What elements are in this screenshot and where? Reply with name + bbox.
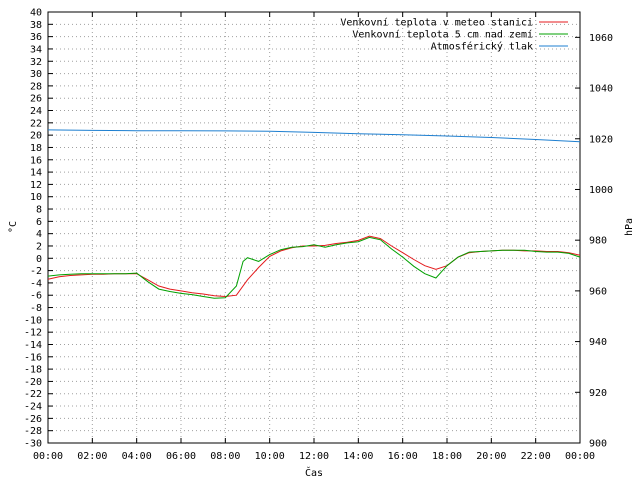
y-right-tick-label: 1000 (589, 185, 613, 196)
grid (47, 11, 581, 444)
x-tick-label: 00:00 (565, 451, 595, 462)
y-left-tick-label: -16 (24, 352, 42, 363)
x-tick-label: 06:00 (166, 451, 196, 462)
y-left-tick-label: 24 (30, 106, 42, 117)
series-layer (47, 129, 581, 299)
y-left-tick-label: -26 (24, 414, 42, 425)
x-tick-label: 04:00 (122, 451, 152, 462)
y-left-tick-label: 34 (30, 44, 42, 55)
y-left-tick-label: 18 (30, 143, 42, 154)
legend-label-2: Venkovní teplota 5 cm nad zemí (352, 29, 533, 41)
y-left-tick-label: -30 (24, 439, 42, 450)
y-right-tick-label: 1040 (589, 84, 613, 95)
y-left-tick-label: 16 (30, 155, 42, 166)
y-left-tick-label: -14 (24, 340, 42, 351)
y-left-tick-label: 0 (36, 254, 42, 265)
y-left-tick-label: -22 (24, 389, 42, 400)
series-line-3 (47, 129, 581, 143)
x-tick-label: 18:00 (432, 451, 462, 462)
y-left-tick-label: -6 (30, 291, 42, 302)
y-left-axis-title: °C (8, 221, 19, 233)
x-axis: 00:00 02:00 04:00 06:00 08:00 10:00 12:00 14:00… (33, 12, 595, 462)
y-left-tick-label: 36 (30, 32, 42, 43)
x-tick-label: 12:00 (299, 451, 329, 462)
x-tick-label: 10:00 (255, 451, 285, 462)
x-tick-label: 20:00 (476, 451, 506, 462)
y-right-tick-label: 1060 (589, 33, 613, 44)
y-left-tick-label: 22 (30, 118, 42, 129)
y-left-tick-label: 10 (30, 192, 42, 203)
y-left-tick-label: 38 (30, 20, 42, 31)
x-tick-label: 22:00 (521, 451, 551, 462)
y-left-tick-label: 32 (30, 57, 42, 68)
x-tick-label: 16:00 (388, 451, 418, 462)
y-left-tick-label: 30 (30, 69, 42, 80)
y-left-tick-label: -12 (24, 328, 42, 339)
y-left-tick-label: 6 (36, 217, 42, 228)
y-left-tick-label: -10 (24, 315, 42, 326)
y-right-tick-label: 940 (589, 337, 607, 348)
y-left-tick-label: 4 (36, 229, 42, 240)
y-right-axis: 1060 1040 1020 1000 980 960 940 920 900 (575, 33, 613, 450)
y-right-tick-label: 900 (589, 439, 607, 450)
y-left-tick-label: 26 (30, 94, 42, 105)
y-left-tick-label: -8 (30, 303, 42, 314)
y-left-tick-label: -24 (24, 402, 42, 413)
x-tick-label: 02:00 (77, 451, 107, 462)
y-left-tick-label: -18 (24, 365, 42, 376)
y-left-tick-label: 40 (30, 8, 42, 19)
y-left-tick-label: -4 (30, 278, 42, 289)
y-right-tick-label: 920 (589, 388, 607, 399)
y-left-tick-label: -2 (30, 266, 42, 277)
y-left-tick-label: 8 (36, 205, 42, 216)
y-left-tick-label: -20 (24, 377, 42, 388)
legend: Venkovní teplota v meteo staniciVenkovní… (340, 17, 568, 53)
y-right-tick-label: 1020 (589, 134, 613, 145)
y-right-tick-label: 980 (589, 236, 607, 247)
legend-label-3: Atmosférický tlak (431, 41, 533, 53)
y-left-tick-label: 12 (30, 180, 42, 191)
y-left-tick-label: 28 (30, 81, 42, 92)
y-left-tick-label: 14 (30, 168, 42, 179)
y-right-tick-label: 960 (589, 286, 607, 297)
x-tick-label: 14:00 (343, 451, 373, 462)
y-left-tick-label: -28 (24, 426, 42, 437)
x-axis-title: Čas (305, 466, 323, 479)
x-tick-label: 08:00 (210, 451, 240, 462)
y-left-tick-label: 2 (36, 241, 42, 252)
x-tick-label: 00:00 (33, 451, 63, 462)
series-line-2 (47, 236, 581, 299)
legend-label-1: Venkovní teplota v meteo stanici (340, 17, 533, 29)
y-right-axis-title: hPa (624, 218, 635, 236)
y-left-axis: 4038363432302826242220181614121086420-2-… (24, 8, 53, 450)
y-left-tick-label: 20 (30, 131, 42, 142)
